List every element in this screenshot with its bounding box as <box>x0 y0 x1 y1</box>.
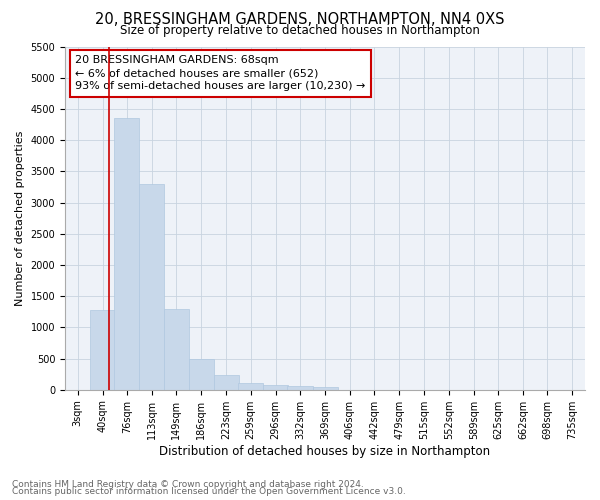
Bar <box>189 359 214 390</box>
Y-axis label: Number of detached properties: Number of detached properties <box>15 130 25 306</box>
Bar <box>287 386 313 390</box>
Bar <box>214 374 239 390</box>
Text: Contains HM Land Registry data © Crown copyright and database right 2024.: Contains HM Land Registry data © Crown c… <box>12 480 364 489</box>
Bar <box>313 387 338 390</box>
Bar <box>90 310 115 390</box>
Bar <box>164 308 189 390</box>
Text: Size of property relative to detached houses in Northampton: Size of property relative to detached ho… <box>120 24 480 37</box>
Bar <box>263 385 288 390</box>
Bar <box>139 184 164 390</box>
Bar <box>115 118 139 390</box>
Text: 20 BRESSINGHAM GARDENS: 68sqm
← 6% of detached houses are smaller (652)
93% of s: 20 BRESSINGHAM GARDENS: 68sqm ← 6% of de… <box>76 55 366 92</box>
Text: Contains public sector information licensed under the Open Government Licence v3: Contains public sector information licen… <box>12 487 406 496</box>
Bar <box>238 384 263 390</box>
Text: 20, BRESSINGHAM GARDENS, NORTHAMPTON, NN4 0XS: 20, BRESSINGHAM GARDENS, NORTHAMPTON, NN… <box>95 12 505 28</box>
X-axis label: Distribution of detached houses by size in Northampton: Distribution of detached houses by size … <box>160 444 491 458</box>
